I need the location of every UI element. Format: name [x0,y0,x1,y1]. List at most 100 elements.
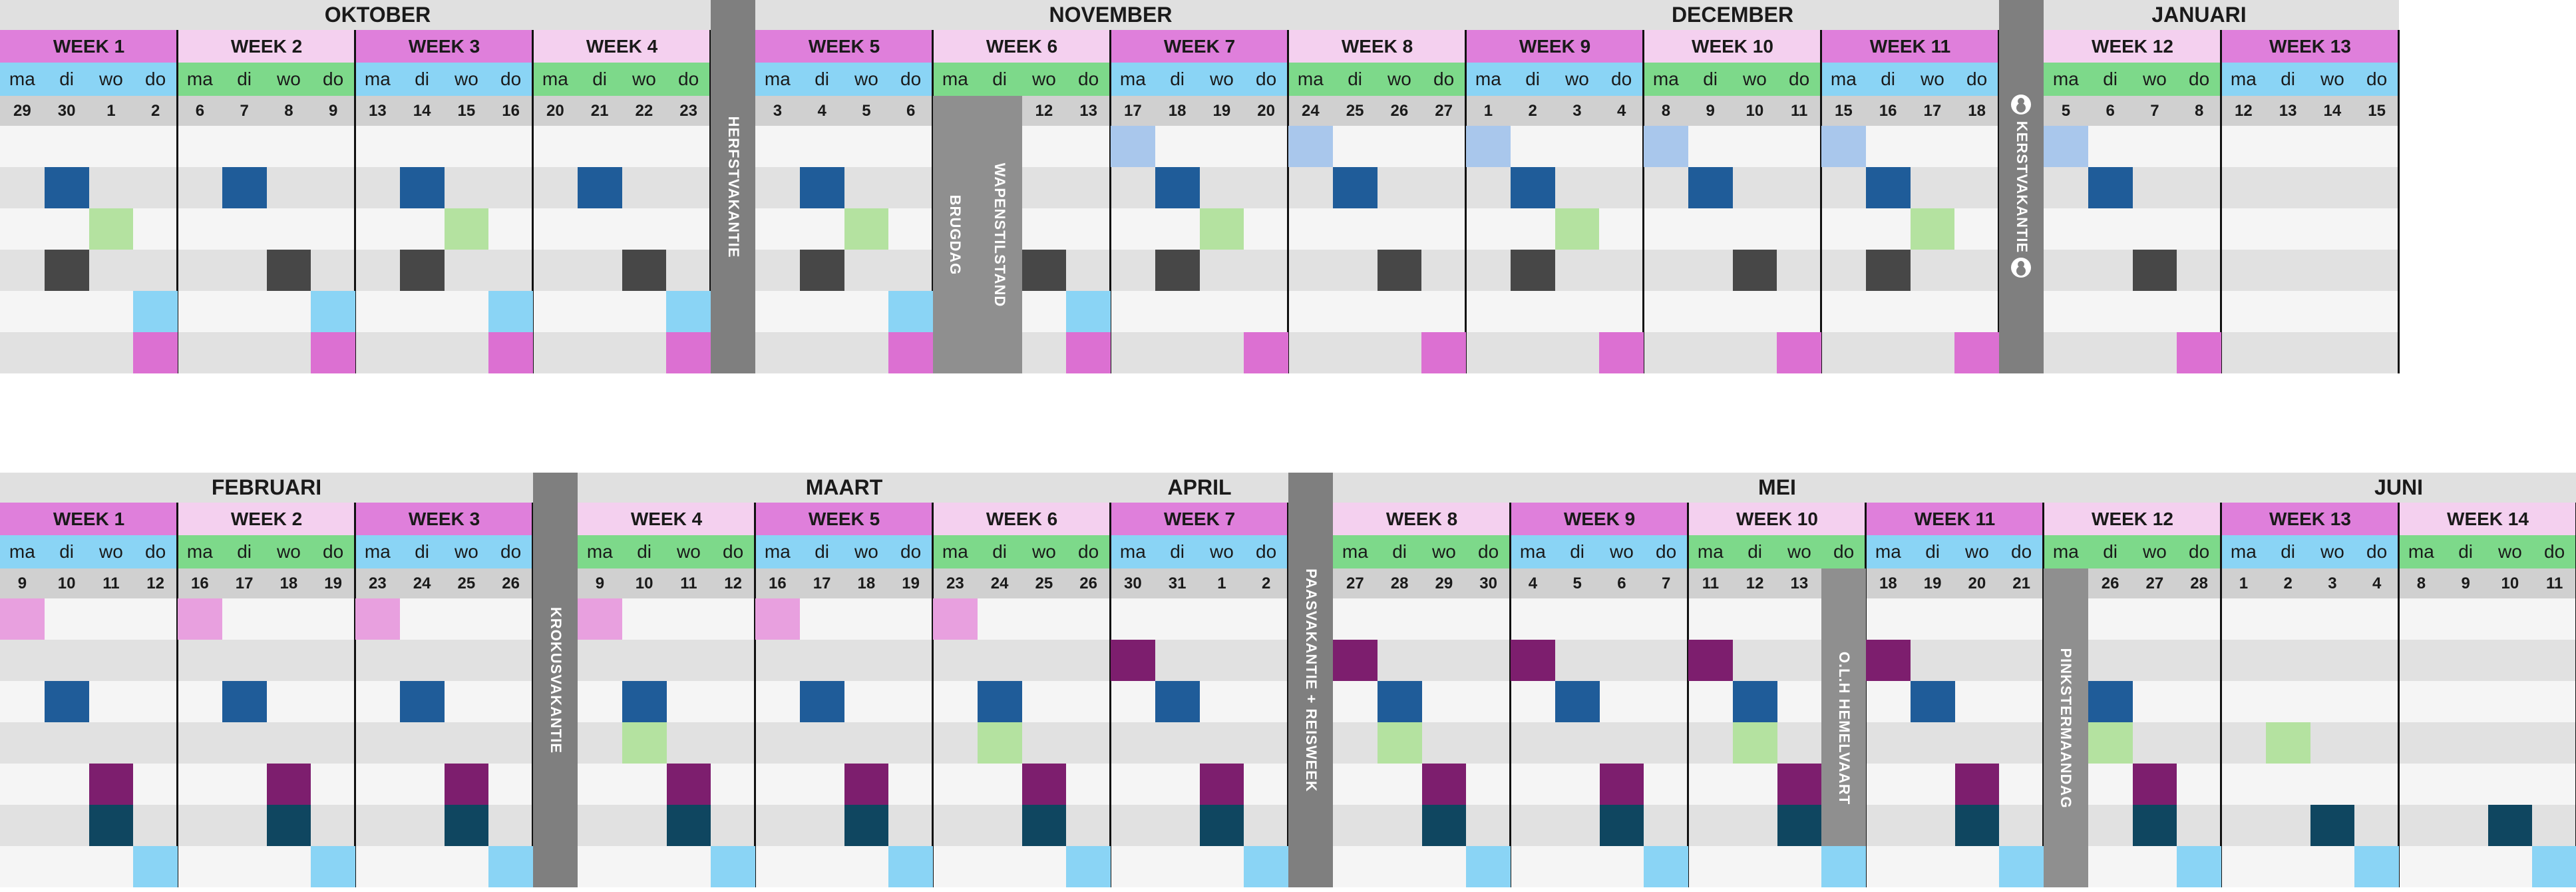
day-label: di [1555,535,1600,568]
week-header: WEEK 10 [1644,30,1821,63]
date-cell: 20 [533,96,578,126]
schedule-mark [488,846,533,887]
day-label: wo [1555,63,1600,96]
schedule-mark [1555,208,1600,250]
date-cell: 13 [355,96,400,126]
day-label: do [2177,535,2221,568]
day-label: ma [1511,535,1555,568]
date-cell: 17 [1910,96,1955,126]
holiday-block: BRUGDAG WAPENSTILSTAND [933,96,1022,373]
week-separator [1287,30,1289,373]
week-header: WEEK 8 [1333,503,1511,535]
date-cell: 12 [1732,568,1777,598]
day-label: do [133,63,178,96]
date-cell: 24 [1288,96,1333,126]
day-label: do [1954,63,1999,96]
holiday-label: BRUGDAG [947,194,964,275]
schedule-mark [266,805,311,846]
schedule-mark [1732,722,1777,764]
date-cell: 11 [1777,96,1821,126]
day-label: do [1777,63,1821,96]
schedule-mark [2354,846,2399,887]
day-label: do [1421,63,1466,96]
day-label: di [1865,63,1911,96]
week-header: WEEK 9 [1466,30,1644,63]
day-label: do [666,63,711,96]
date-cell: 6 [1599,568,1644,598]
day-label: ma [1688,535,1733,568]
schedule-mark [1199,805,1244,846]
day-label: do [888,535,933,568]
date-cell: 17 [1111,96,1155,126]
month-header: MAART [578,473,1111,503]
schedule-mark [399,250,445,291]
schedule-mark [178,598,222,640]
date-cell: 23 [355,568,400,598]
schedule-mark [1066,291,1111,332]
day-label: do [1244,535,1288,568]
schedule-mark [488,291,533,332]
date-cell: 5 [2044,96,2088,126]
date-cell: 3 [755,96,800,126]
day-label: di [2265,63,2310,96]
week-header: WEEK 7 [1111,30,1288,63]
date-cell: 24 [399,568,445,598]
date-cell: 4 [1511,568,1555,598]
week-separator [1109,30,1111,373]
date-cell: 13 [1066,96,1111,126]
date-cell: 24 [977,568,1022,598]
day-label: di [1688,63,1733,96]
week-header: WEEK 3 [355,503,533,535]
week-header: WEEK 4 [578,503,755,535]
schedule-mark [1732,681,1777,722]
day-label: ma [933,535,978,568]
date-cell: 19 [888,568,933,598]
schedule-mark [799,167,844,208]
schedule-mark [1021,805,1067,846]
day-label: ma [178,63,222,96]
date-cell: 25 [1021,568,1067,598]
day-label: wo [1021,63,1067,96]
month-header: JUNI [2221,473,2576,503]
day-label: wo [266,535,311,568]
date-cell: 29 [0,96,45,126]
schedule-mark [2265,722,2310,764]
schedule-mark [1111,126,1155,167]
day-label: do [1644,535,1688,568]
schedule-mark [1865,250,1911,291]
day-label: wo [1421,535,1467,568]
schedule-mark [444,805,489,846]
week-header: WEEK 1 [0,503,178,535]
day-label: di [1510,63,1555,96]
date-cell: 2 [2265,568,2310,598]
schedule-mark [222,681,267,722]
week-header: WEEK 8 [1288,30,1466,63]
date-cell: 9 [311,96,355,126]
date-cell: 15 [2354,96,2399,126]
day-label: ma [2044,63,2088,96]
schedule-mark [44,167,89,208]
schedule-mark [1421,332,1466,373]
date-cell: 2 [1244,568,1288,598]
schedule-mark [844,764,889,805]
week-separator [2220,503,2222,887]
date-cell: 25 [444,568,489,598]
schedule-mark [1910,208,1955,250]
schedule-mark [2177,332,2221,373]
day-label: do [1599,63,1644,96]
date-cell: 23 [933,568,978,598]
date-cell: 1 [89,96,134,126]
date-cell: 16 [178,568,222,598]
day-label: di [1155,63,1200,96]
week-header: WEEK 9 [1511,503,1688,535]
schedule-mark [977,722,1022,764]
schedule-mark [799,250,844,291]
day-label: wo [89,535,134,568]
week-separator [1465,30,1467,373]
schedule-mark [89,208,134,250]
schedule-mark [1332,167,1378,208]
day-label: ma [0,535,45,568]
holiday-block: O.L.H HEMELVAART [1821,568,1866,887]
schedule-mark [2088,167,2133,208]
